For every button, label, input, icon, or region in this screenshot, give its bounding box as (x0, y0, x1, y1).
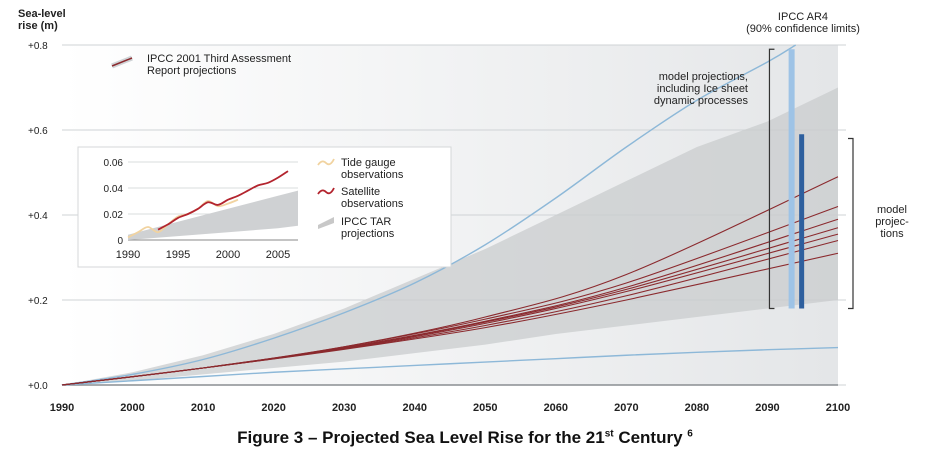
inset-x-tick-label: 2000 (216, 249, 240, 261)
legend-swatch-line (111, 57, 133, 67)
x-tick-label: 2100 (826, 402, 850, 414)
x-tick-label: 1990 (50, 402, 74, 414)
caption-sup-st: st (604, 428, 614, 440)
caption-footnote: 6 (687, 428, 693, 440)
model-projections-annotation: model projec-tions (875, 204, 909, 240)
inset-y-tick-label: 0 (117, 236, 123, 247)
inset-y-tick-label: 0.04 (104, 184, 124, 195)
ar4-bar-light (788, 49, 795, 309)
model-projection-line (61, 252, 839, 386)
legend-label: IPCC 2001 Third Assessment Report project… (147, 53, 291, 77)
ar4-bar-dark (799, 134, 805, 309)
inset-y-tick-label: 0.06 (104, 158, 124, 169)
ar4-bracket-left (768, 48, 775, 310)
inset-x-tick-label: 2005 (266, 249, 290, 261)
x-tick-label: 2020 (261, 402, 285, 414)
ar4-label: IPCC AR4 (90% confidence limits) (746, 11, 860, 35)
x-tick-label: 2050 (473, 402, 497, 414)
inset-tar-band (128, 190, 298, 240)
inset-x-tick-label: 1995 (166, 249, 190, 261)
y-tick-label: +0.6 (28, 126, 48, 137)
x-tick-label: 2070 (614, 402, 638, 414)
tar-bound-line (61, 44, 797, 386)
caption-main: Figure 3 – Projected Sea Level Rise for … (237, 428, 605, 447)
x-tick-label: 2000 (120, 402, 144, 414)
inset-legend-swatch (318, 217, 334, 229)
sea-level-chart: +0.0 +0.2 +0.4 +0.6 +0.8 Sea-level rise (m) 199… (18, 8, 909, 414)
y-axis-label: Sea-level rise (m) (18, 8, 66, 32)
inset-legend-swatch (317, 187, 335, 195)
x-tick-label: 2090 (755, 402, 779, 414)
x-tick-label: 2030 (332, 402, 356, 414)
y-tick-label: +0.0 (28, 381, 48, 392)
inset-chart: 0 0.02 0.04 0.06 1990 1995 2000 2005 Tide gauge o… (77, 146, 452, 268)
inset-y-tick-label: 0.02 (104, 210, 124, 221)
inset-legend-label: Tide gauge observations (341, 157, 404, 181)
inset-x-tick-label: 1990 (116, 249, 140, 261)
inset-legend-label: IPCC TAR projections (341, 216, 395, 240)
main-legend: IPCC 2001 Third Assessment Report project… (111, 53, 291, 77)
tar-bound-line (61, 346, 839, 386)
x-tick-label: 2080 (685, 402, 709, 414)
y-tick-label: +0.8 (28, 41, 48, 52)
inset-legend-swatch (317, 158, 335, 166)
inset-satellite-line (157, 170, 289, 231)
ice-sheet-annotation: model projections, including Ice sheet dyn… (654, 71, 749, 107)
x-tick-label: 2010 (191, 402, 215, 414)
inset-legend-label: Satellite observations (341, 186, 404, 210)
y-tick-label: +0.2 (28, 296, 48, 307)
caption-end: Century (613, 428, 688, 447)
x-tick-label: 2060 (544, 402, 568, 414)
tar-envelope-band (62, 87, 838, 385)
model-bracket-right (848, 137, 854, 310)
y-tick-label: +0.4 (28, 211, 48, 222)
figure-caption: Figure 3 – Projected Sea Level Rise for … (0, 428, 930, 448)
x-tick-label: 2040 (402, 402, 426, 414)
